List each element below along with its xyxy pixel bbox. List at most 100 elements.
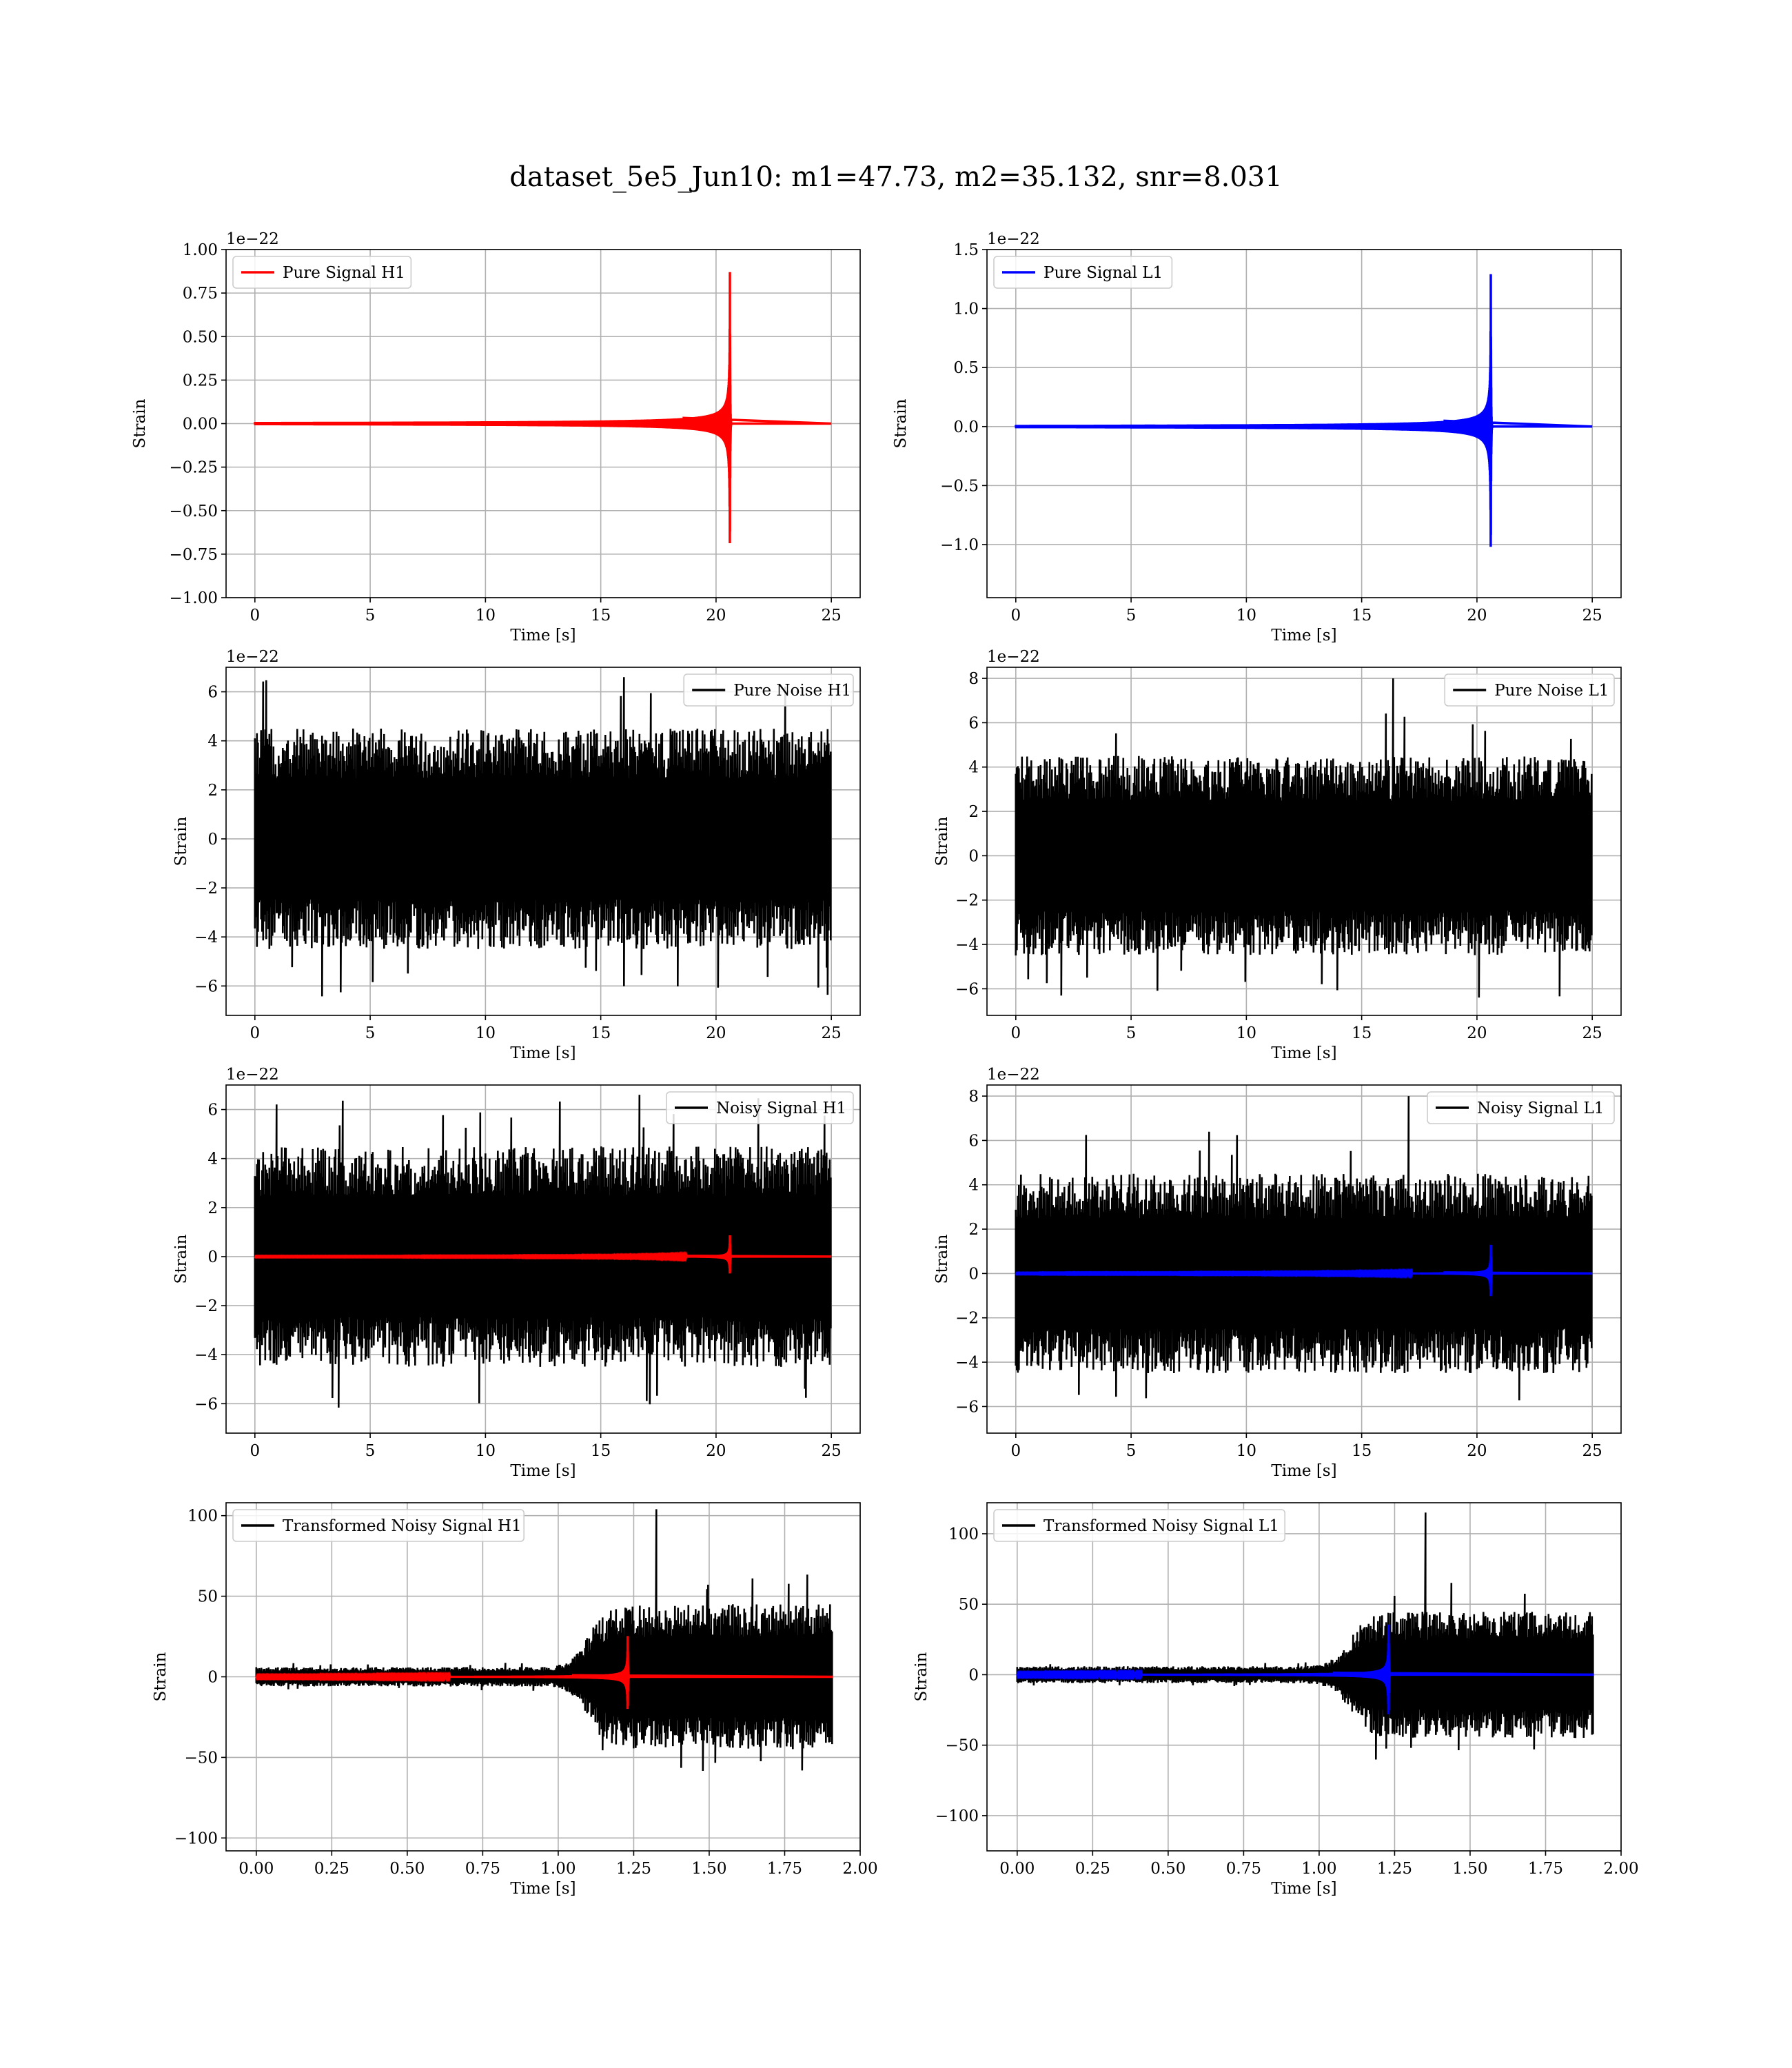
y-tick-label-1: −4 — [194, 1346, 218, 1364]
y-axis-label: Strain — [933, 816, 951, 866]
x-tick-label-0: 0 — [250, 607, 260, 625]
legend-frame — [666, 1091, 854, 1124]
axes-frame — [986, 1502, 1622, 1852]
x-tick-label-3: 15 — [1352, 607, 1372, 625]
x-tick-label-4: 20 — [1467, 1024, 1487, 1042]
x-tick-label-8: 2.00 — [842, 1860, 877, 1878]
x-axis-label: Time [s] — [510, 1044, 576, 1062]
x-axis-label: Time [s] — [510, 1462, 576, 1480]
legend-frame — [683, 673, 854, 707]
y-tick-label-3: 0 — [968, 847, 979, 865]
x-tick-label-2: 10 — [1236, 607, 1256, 625]
y-tick-label-0: −6 — [194, 977, 218, 995]
y-tick-label-0: −100 — [935, 1807, 979, 1825]
legend: Pure Noise L1 — [1444, 673, 1615, 707]
x-tick-label-0: 0 — [1010, 607, 1021, 625]
x-tick-label-3: 15 — [1352, 1442, 1372, 1460]
x-tick-label-1: 5 — [1126, 1024, 1137, 1042]
legend-frame — [232, 1509, 525, 1542]
x-tick-label-1: 5 — [365, 1024, 376, 1042]
series-0-line — [254, 677, 832, 997]
x-tick-label-4: 20 — [1467, 1442, 1487, 1460]
series-1-line — [254, 1235, 832, 1274]
legend-label: Transformed Noisy Signal H1 — [283, 1517, 522, 1535]
x-tick-label-5: 1.25 — [1377, 1860, 1412, 1878]
legend-label: Pure Noise H1 — [733, 682, 851, 700]
axes-frame — [986, 667, 1622, 1016]
y-tick-label-0: −6 — [955, 1398, 979, 1416]
y-tick-label-2: 0 — [207, 1669, 218, 1687]
y-tick-label-0: −6 — [955, 980, 979, 998]
x-axis-label: Time [s] — [1271, 1044, 1336, 1062]
y-tick-label-5: 4 — [207, 733, 218, 751]
series-0-line — [254, 272, 832, 544]
x-tick-label-0: 0 — [1010, 1442, 1021, 1460]
legend-label: Noisy Signal L1 — [1477, 1099, 1604, 1117]
x-tick-label-5: 25 — [1582, 607, 1602, 625]
x-axis-label: Time [s] — [1271, 1880, 1336, 1898]
x-tick-label-2: 10 — [1236, 1442, 1256, 1460]
series-0-line — [1015, 274, 1593, 547]
x-tick-label-4: 20 — [1467, 607, 1487, 625]
x-axis-label: Time [s] — [1271, 627, 1336, 645]
series-1-line — [1016, 1624, 1594, 1714]
x-tick-label-4: 20 — [706, 607, 726, 625]
y-axis-label: Strain — [172, 1234, 190, 1284]
x-tick-label-3: 15 — [1352, 1024, 1372, 1042]
offset-text: 1e−22 — [226, 230, 279, 248]
y-tick-label-5: 4 — [968, 1177, 979, 1195]
x-tick-label-1: 0.25 — [314, 1860, 349, 1878]
x-tick-label-4: 1.00 — [540, 1860, 576, 1878]
y-tick-label-0: −6 — [194, 1395, 218, 1413]
series-0-line — [1015, 678, 1593, 998]
y-tick-label-2: −2 — [955, 1310, 979, 1328]
y-axis-label: Strain — [172, 816, 190, 866]
legend-frame — [1427, 1091, 1615, 1124]
offset-text: 1e−22 — [987, 230, 1040, 248]
plot-area — [254, 677, 832, 997]
x-tick-label-0: 0.00 — [999, 1860, 1035, 1878]
chart-panel-pure-noise-h1: 0 5 10 15 20 25 −6 −4 −2 0 2 4 6 Time [s] Strain 1e−22 P… — [172, 648, 861, 1062]
x-tick-label-2: 10 — [476, 1442, 496, 1460]
plot-area — [1016, 1512, 1594, 1760]
y-tick-label-1: −0.5 — [940, 477, 979, 495]
y-tick-label-2: −2 — [955, 892, 979, 910]
y-tick-label-4: 0.00 — [183, 416, 218, 434]
x-tick-label-7: 1.75 — [1528, 1860, 1563, 1878]
x-tick-label-4: 20 — [706, 1442, 726, 1460]
y-tick-label-2: 0 — [968, 1666, 979, 1684]
legend-label: Pure Noise L1 — [1494, 682, 1609, 700]
y-tick-label-4: 100 — [948, 1525, 979, 1543]
y-axis-label: Strain — [152, 1652, 170, 1701]
chart-panel-pure-noise-l1: 0 5 10 15 20 25 −6 −4 −2 0 2 4 6 8 Time [s] Strain 1e−22… — [933, 648, 1622, 1062]
plot-area — [254, 1095, 832, 1408]
series-1-line — [255, 1636, 833, 1710]
y-axis-label: Strain — [913, 1652, 930, 1701]
y-tick-label-4: 100 — [187, 1508, 218, 1525]
legend: Pure Signal L1 — [993, 256, 1173, 289]
y-tick-label-4: 2 — [968, 1221, 979, 1239]
y-tick-label-0: −100 — [174, 1829, 218, 1847]
y-tick-label-6: 6 — [968, 714, 979, 732]
x-tick-label-2: 0.50 — [1150, 1860, 1185, 1878]
offset-text: 1e−22 — [226, 648, 279, 666]
legend: Pure Noise H1 — [683, 673, 854, 707]
y-tick-label-2: −2 — [194, 1297, 218, 1315]
y-tick-label-4: 2 — [207, 1199, 218, 1217]
x-tick-label-1: 5 — [1126, 607, 1137, 625]
x-tick-label-2: 0.50 — [389, 1860, 425, 1878]
x-tick-label-1: 0.25 — [1075, 1860, 1110, 1878]
y-tick-label-1: −4 — [955, 1354, 979, 1372]
x-tick-label-2: 10 — [476, 1024, 496, 1042]
series-0-line — [1016, 1512, 1594, 1760]
legend-label: Pure Signal L1 — [1043, 264, 1163, 282]
legend-frame — [993, 1509, 1286, 1542]
x-tick-label-6: 1.50 — [691, 1860, 726, 1878]
chart-panel-noisy-signal-l1: 0 5 10 15 20 25 −6 −4 −2 0 2 4 6 8 Time [s] Strain 1e−22… — [933, 1066, 1622, 1480]
offset-text: 1e−22 — [987, 648, 1040, 666]
x-tick-label-0: 0 — [1010, 1024, 1021, 1042]
y-tick-label-6: 6 — [207, 1102, 218, 1119]
x-tick-label-5: 25 — [822, 1024, 842, 1042]
chart-panel-pure-signal-l1: 0 5 10 15 20 25 −1.0 −0.5 0.0 0.5 1.0 1.5 Time [s] St… — [892, 230, 1622, 645]
